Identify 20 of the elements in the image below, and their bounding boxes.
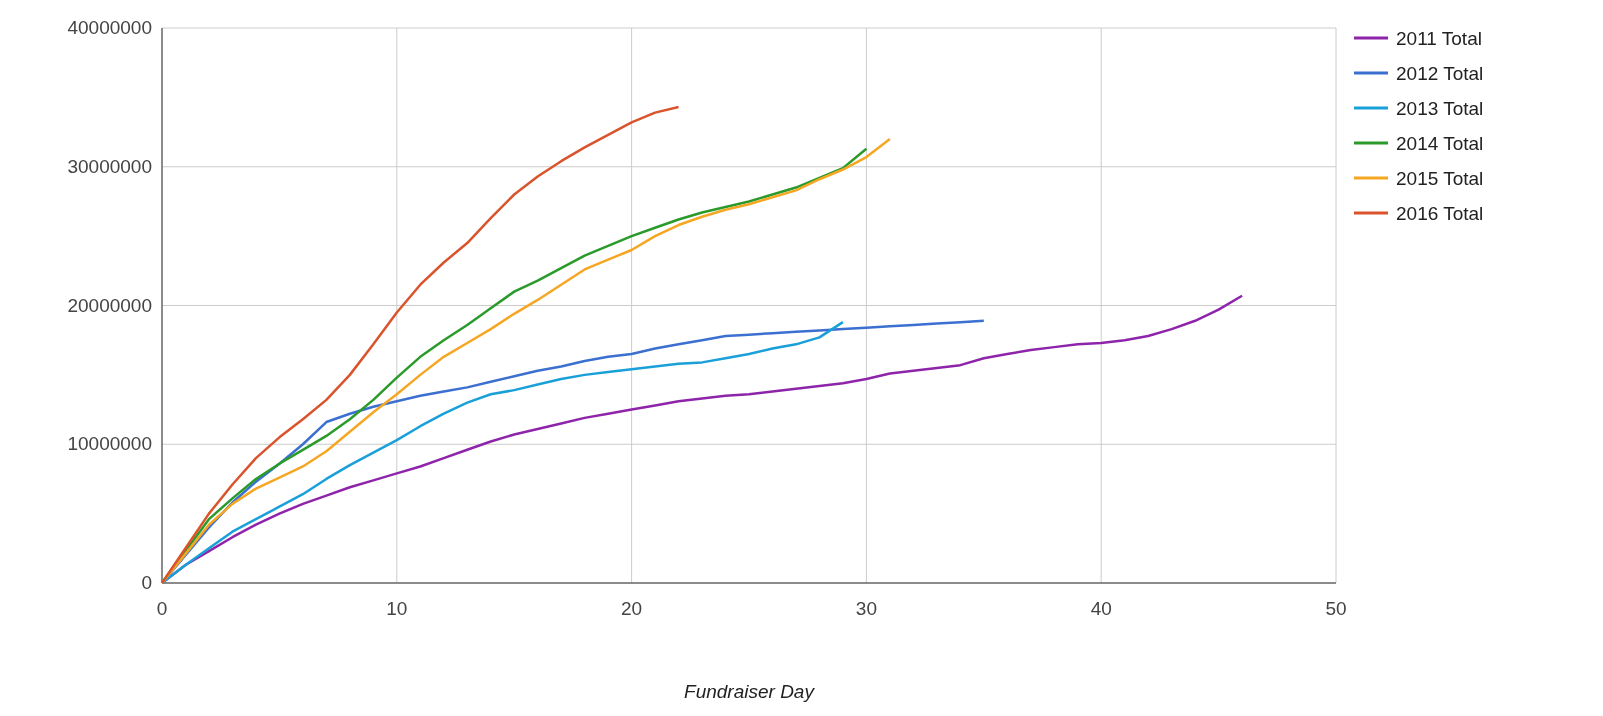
x-tick-label: 0 [156,598,168,619]
x-tick-label: 10 [386,598,408,619]
y-tick-label: 30000000 [67,155,152,177]
x-tick-label: 40 [1090,598,1112,619]
legend-label: 2015 Total [1396,168,1484,189]
legend-label: 2012 Total [1396,63,1484,84]
x-tick-label: 20 [621,598,643,619]
y-tick-label: 20000000 [67,294,152,316]
x-axis-title: Fundraiser Day [684,681,816,702]
x-tick-label: 30 [855,598,877,619]
legend-label: 2013 Total [1396,98,1484,119]
y-tick-label: 0 [141,572,152,593]
line-series [160,320,845,585]
line-series [160,105,680,585]
x-tick-label: 50 [1325,598,1347,619]
y-tick-label: 10000000 [67,433,152,455]
y-tick-label: 40000000 [67,17,152,38]
legend-label: 2014 Total [1396,133,1484,154]
legend-label: 2011 Total [1396,28,1482,49]
legend-label: 2016 Total [1396,203,1484,224]
